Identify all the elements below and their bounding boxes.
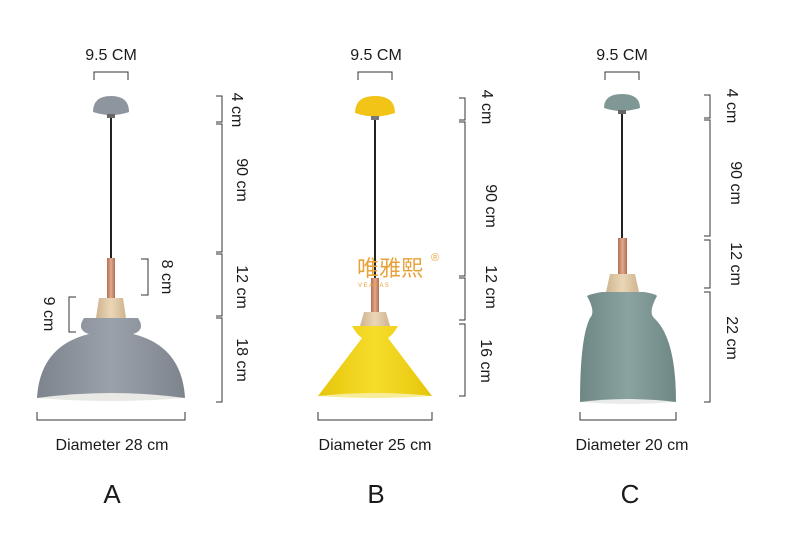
- lamp-a-letter: A: [103, 479, 121, 509]
- lamp-c-canopy-height-label: 4 cm: [723, 89, 740, 124]
- lamp-b-copper-neck: [371, 278, 379, 312]
- lamp-b-shade-height-label: 16 cm: [477, 339, 494, 383]
- lamp-c-neck-length-label: 12 cm: [727, 242, 744, 286]
- lamp-b-neck-length-label: 12 cm: [482, 265, 499, 309]
- lamp-c-canopy-cap: [618, 110, 626, 114]
- lamp-c-shade-height-label: 22 cm: [723, 316, 740, 360]
- lamp-a-diameter-label: Diameter 28 cm: [56, 437, 169, 454]
- lamp-a-top-bracket: [68, 296, 76, 333]
- brand-watermark: 唯雅熙 ® V E A Y A S: [357, 252, 439, 289]
- lamp-c-canopy: [604, 94, 640, 111]
- lamp-c-shade: [580, 292, 676, 402]
- lamp-b-canopy: [355, 96, 395, 117]
- lamp-b-shade: [318, 326, 432, 396]
- lamp-a-canopy-width-label: 9.5 CM: [85, 47, 137, 64]
- lamp-a-copper-neck: [107, 258, 115, 298]
- lamp-c-height-scale: [704, 94, 711, 403]
- lamp-c-diameter-label: Diameter 20 cm: [576, 437, 689, 454]
- lamp-c-canopy-width-label: 9.5 CM: [596, 47, 648, 64]
- lamp-b-canopy-width-label: 9.5 CM: [350, 47, 402, 64]
- lamp-b-cord-length-label: 90 cm: [482, 184, 499, 228]
- lamp-b-shade-rim: [318, 393, 432, 398]
- lamp-c-copper-neck: [618, 238, 627, 274]
- lamp-b-canopy-width-bracket: [357, 71, 393, 80]
- lamp-b: 9.5 CM 唯雅熙 ® V E A Y A S 4 cm 90 cm 12 c…: [317, 47, 499, 509]
- lamp-b-wood-cap: [360, 312, 390, 326]
- lamp-a-canopy: [93, 96, 129, 115]
- watermark-text: 唯雅熙: [357, 256, 423, 281]
- lamp-b-canopy-cap: [371, 116, 379, 120]
- watermark-registered-mark: ®: [431, 252, 439, 264]
- lamp-a-shade-rim: [37, 393, 185, 401]
- lamp-a-canopy-height-label: 4 cm: [228, 93, 245, 128]
- lamp-b-diameter-bracket: [317, 412, 433, 421]
- lamp-a-neck-inner-label: 8 cm: [158, 260, 175, 295]
- lamp-a-shade-height-label: 18 cm: [233, 338, 250, 382]
- watermark-subtext: V E A Y A S: [358, 283, 389, 289]
- lamp-b-height-scale: [459, 97, 466, 397]
- lamp-c-cord-length-label: 90 cm: [727, 161, 744, 205]
- lamp-c-canopy-width-bracket: [604, 71, 640, 80]
- lamp-c-letter: C: [621, 479, 640, 509]
- lamp-c-diameter-bracket: [579, 412, 677, 421]
- lamp-b-letter: B: [367, 479, 384, 509]
- lamp-b-diameter-label: Diameter 25 cm: [319, 437, 432, 454]
- lamp-a: 9.5 CM 8 cm 9 cm 4 cm 90 cm 12 cm 18 cm …: [36, 47, 250, 509]
- lamp-a-diameter-bracket: [36, 412, 186, 421]
- lamp-a-canopy-width-bracket: [93, 71, 129, 80]
- lamp-a-top-inner-label: 9 cm: [40, 297, 57, 332]
- lamp-a-wood-cap: [96, 298, 126, 318]
- lamp-c: 9.5 CM 4 cm 90 cm 12 cm 22 cm Diameter 2…: [576, 47, 744, 509]
- lamp-c-wood-cap: [606, 274, 639, 292]
- lamp-a-cord-length-label: 90 cm: [233, 158, 250, 202]
- lamp-c-shade-rim: [580, 399, 676, 404]
- lamp-a-canopy-cap: [107, 114, 115, 118]
- lamp-a-neck-bracket: [141, 258, 149, 296]
- lamp-a-height-scale: [216, 95, 223, 403]
- lamp-b-canopy-height-label: 4 cm: [478, 90, 495, 125]
- lamp-a-shade: [37, 318, 185, 398]
- lamp-a-neck-length-label: 12 cm: [233, 265, 250, 309]
